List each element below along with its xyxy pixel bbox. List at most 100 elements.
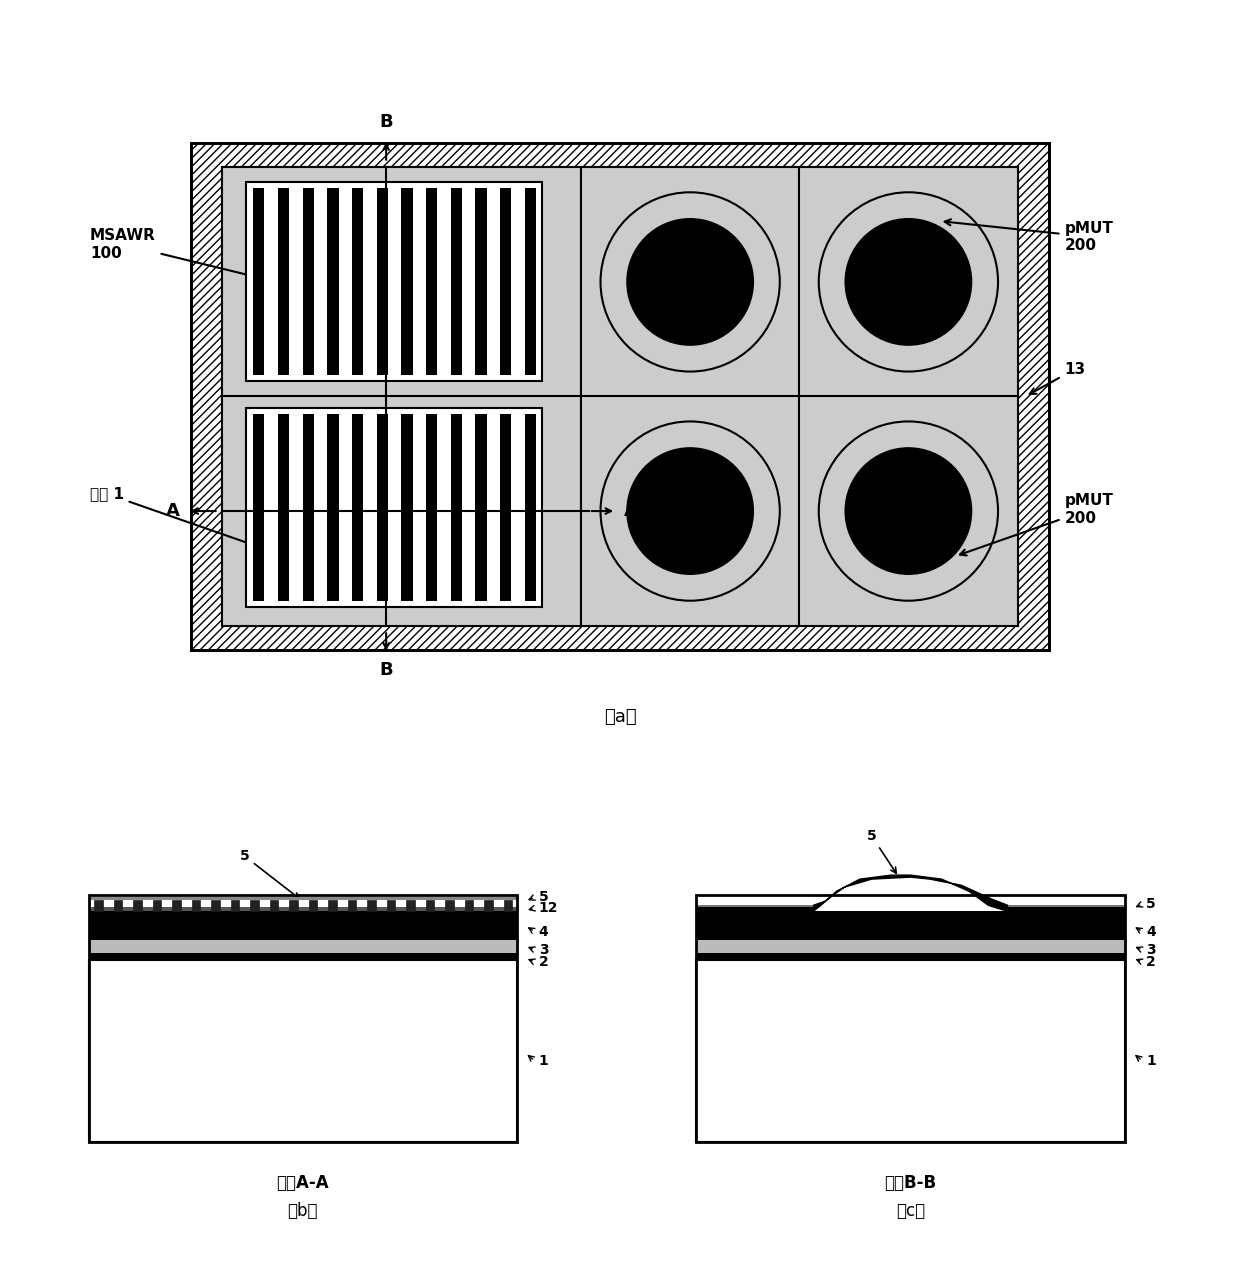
Text: 5: 5 xyxy=(867,829,897,874)
Bar xyxy=(377,188,388,375)
Bar xyxy=(377,414,388,601)
Text: pMUT
200: pMUT 200 xyxy=(960,494,1114,555)
Bar xyxy=(525,188,536,375)
Bar xyxy=(367,900,376,912)
Bar xyxy=(329,900,337,912)
Bar xyxy=(253,414,264,601)
Bar xyxy=(525,414,536,601)
Text: A: A xyxy=(166,503,180,521)
Bar xyxy=(246,182,542,381)
Bar xyxy=(347,900,356,912)
Text: MSAWR
100: MSAWR 100 xyxy=(91,228,342,299)
Bar xyxy=(303,188,314,375)
Bar xyxy=(231,900,239,912)
Text: A: A xyxy=(624,503,637,521)
Polygon shape xyxy=(813,875,1008,912)
Bar xyxy=(582,166,1018,627)
Circle shape xyxy=(626,448,754,576)
Bar xyxy=(327,188,339,375)
Bar xyxy=(696,961,1125,1142)
Text: （c）: （c） xyxy=(897,1202,925,1220)
Circle shape xyxy=(626,217,754,345)
Text: 4: 4 xyxy=(1146,925,1156,939)
Bar xyxy=(1008,904,1125,907)
Text: （b）: （b） xyxy=(288,1202,319,1220)
Bar xyxy=(246,408,542,608)
Text: 5: 5 xyxy=(239,849,299,899)
Text: pMUT
200: pMUT 200 xyxy=(945,219,1114,253)
Bar xyxy=(172,900,181,912)
Text: 1: 1 xyxy=(1146,1054,1156,1068)
Bar xyxy=(88,940,517,953)
Text: 5: 5 xyxy=(1146,897,1156,911)
Text: B: B xyxy=(379,661,393,679)
Bar xyxy=(303,414,314,601)
Bar xyxy=(114,900,123,912)
Bar xyxy=(427,414,438,601)
Bar xyxy=(289,900,298,912)
Bar xyxy=(270,900,278,912)
Bar xyxy=(1008,906,1125,912)
Bar xyxy=(253,188,264,375)
Bar xyxy=(696,953,1125,961)
Bar xyxy=(211,900,219,912)
Bar xyxy=(465,900,474,912)
Text: 13: 13 xyxy=(1029,362,1085,394)
Bar xyxy=(191,143,1049,650)
Bar xyxy=(278,188,289,375)
Bar xyxy=(402,188,413,375)
Bar xyxy=(427,188,438,375)
Bar xyxy=(88,953,517,961)
Bar xyxy=(402,414,413,601)
Text: 4: 4 xyxy=(538,925,548,939)
Bar xyxy=(88,912,517,940)
Bar xyxy=(278,414,289,601)
Bar xyxy=(352,414,363,601)
Bar xyxy=(222,166,582,627)
Text: 截面A-A: 截面A-A xyxy=(277,1174,330,1192)
Bar xyxy=(88,961,517,1142)
Bar xyxy=(425,900,434,912)
Bar xyxy=(134,900,141,912)
Bar xyxy=(250,900,259,912)
Bar xyxy=(191,143,1049,650)
Bar xyxy=(153,900,161,912)
Bar xyxy=(309,900,317,912)
Bar xyxy=(387,900,396,912)
Bar xyxy=(445,900,454,912)
Bar xyxy=(500,188,511,375)
Bar xyxy=(327,414,339,601)
Bar xyxy=(503,900,512,912)
Bar xyxy=(88,897,517,900)
Text: 截面B-B: 截面B-B xyxy=(884,1174,936,1192)
Text: 1: 1 xyxy=(538,1054,548,1068)
Text: 5: 5 xyxy=(538,890,548,904)
Bar xyxy=(696,961,1125,1142)
Bar xyxy=(475,414,486,601)
Bar xyxy=(94,900,103,912)
Bar xyxy=(88,961,517,1142)
Text: （a）: （a） xyxy=(604,709,636,726)
Circle shape xyxy=(844,217,972,345)
Bar xyxy=(450,414,463,601)
Bar xyxy=(696,895,1125,1142)
Bar xyxy=(88,940,517,953)
Text: 2: 2 xyxy=(1146,955,1156,969)
Bar xyxy=(192,900,201,912)
Bar xyxy=(450,188,463,375)
Text: 3: 3 xyxy=(538,943,548,957)
Bar xyxy=(696,912,1125,940)
Text: 2: 2 xyxy=(538,955,548,969)
Text: 衯底 1: 衯底 1 xyxy=(91,486,304,563)
Bar xyxy=(222,166,582,627)
Bar xyxy=(696,904,813,907)
Bar xyxy=(407,900,414,912)
Text: 3: 3 xyxy=(1146,943,1156,957)
Bar xyxy=(88,907,517,912)
Bar xyxy=(352,188,363,375)
Bar xyxy=(484,900,492,912)
Bar xyxy=(475,188,486,375)
Bar xyxy=(88,895,517,1142)
Bar xyxy=(696,940,1125,953)
Circle shape xyxy=(844,448,972,576)
